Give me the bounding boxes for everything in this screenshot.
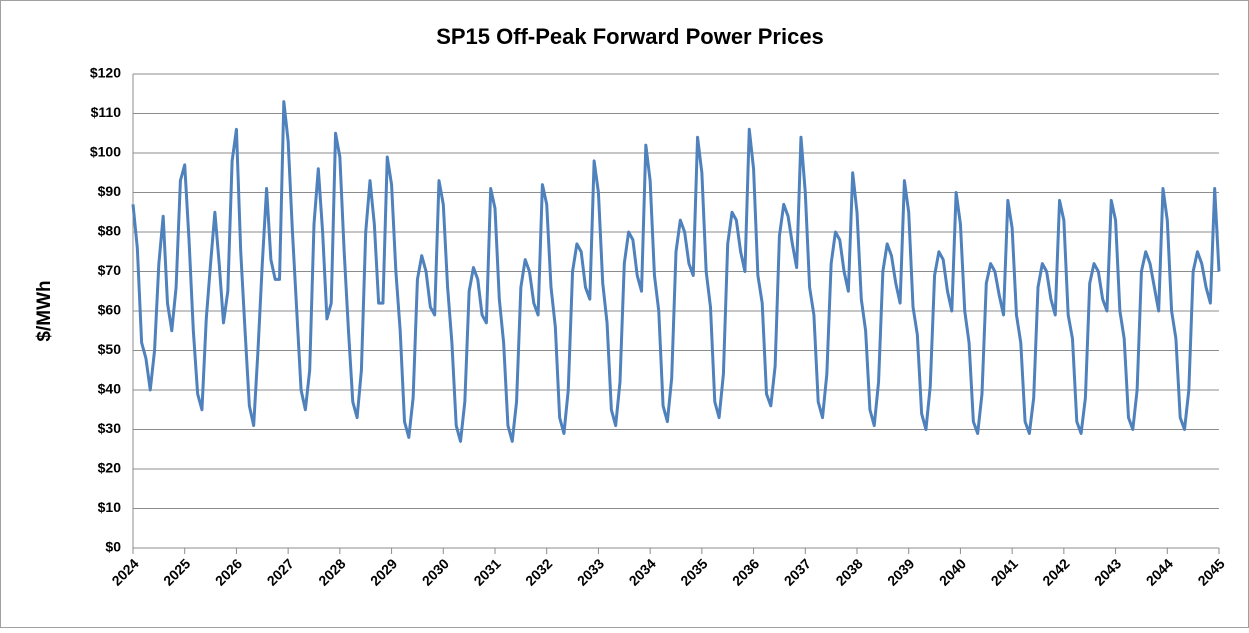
y-tick-label: $60 [98,302,122,318]
price-line [131,100,1221,443]
y-tick-label: $90 [98,183,122,199]
y-tick-label: $50 [98,341,122,357]
chart-title: SP15 Off-Peak Forward Power Prices [436,24,824,49]
y-tick-label: $30 [98,420,122,436]
y-tick-label: $110 [91,104,122,120]
y-tick-label: $20 [98,460,122,476]
y-tick-label: $10 [98,499,122,515]
y-axis-label: $/MWh [34,280,55,341]
y-tick-label: $0 [105,539,121,555]
y-tick-label: $120 [90,65,121,81]
y-tick-label: $80 [98,223,122,239]
y-tick-label: $70 [98,262,122,278]
y-tick-label: $40 [98,381,122,397]
y-tick-label: $100 [90,144,121,160]
